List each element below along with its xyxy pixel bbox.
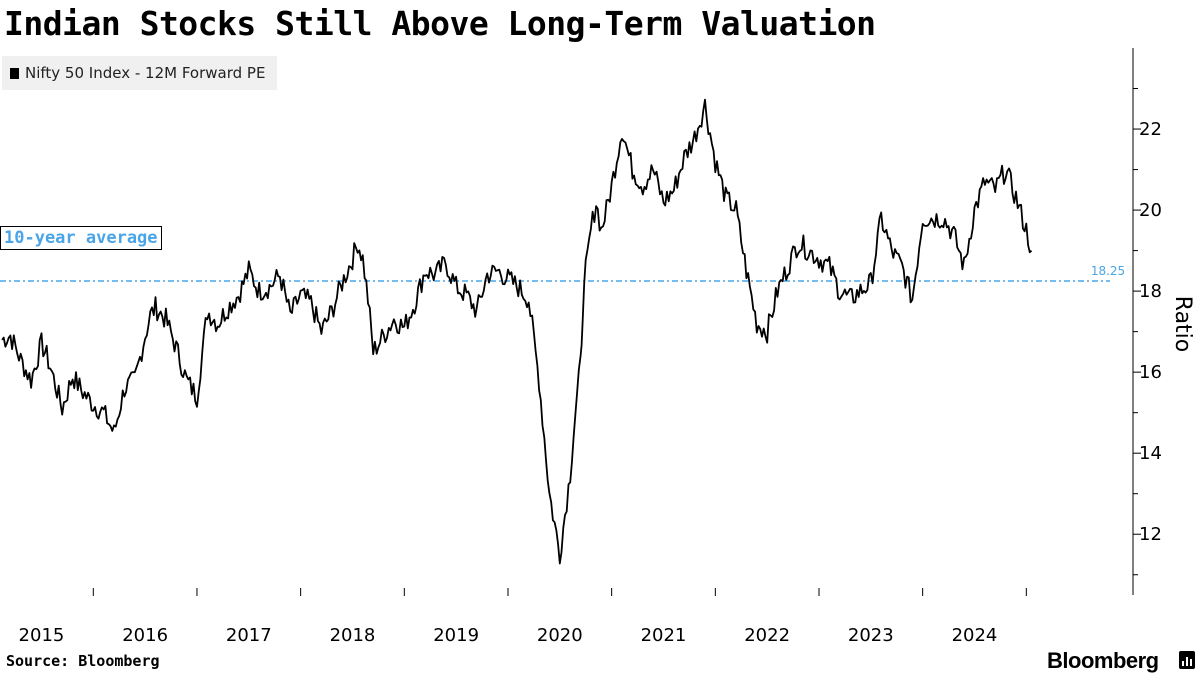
- chart-title: Indian Stocks Still Above Long-Term Valu…: [4, 4, 876, 43]
- y-tick-label: 22: [1139, 119, 1162, 140]
- x-tick-label: 2020: [537, 625, 583, 646]
- bloomberg-mark-icon: [1179, 651, 1195, 669]
- legend-swatch: [10, 67, 19, 79]
- y-tick-label: 20: [1139, 200, 1162, 221]
- x-tick-label: 2024: [952, 625, 998, 646]
- source-note: Source: Bloomberg: [6, 652, 160, 670]
- legend: Nifty 50 Index - 12M Forward PE: [2, 56, 278, 90]
- x-tick-label: 2015: [19, 625, 65, 646]
- y-axis-title: Ratio: [1170, 296, 1195, 352]
- y-tick-label: 12: [1139, 524, 1162, 545]
- x-tick-label: 2023: [848, 625, 894, 646]
- legend-label: Nifty 50 Index - 12M Forward PE: [25, 64, 266, 82]
- x-tick-label: 2021: [641, 625, 687, 646]
- y-tick-label: 14: [1139, 443, 1162, 464]
- x-tick-label: 2022: [744, 625, 790, 646]
- x-tick-label: 2018: [330, 625, 376, 646]
- x-tick-label: 2017: [226, 625, 272, 646]
- average-label: 10-year average: [0, 226, 162, 250]
- y-tick-label: 18: [1139, 281, 1162, 302]
- y-tick-label: 16: [1139, 362, 1162, 383]
- average-value-label: 18.25: [1091, 264, 1125, 278]
- bloomberg-logo: Bloomberg: [1047, 648, 1159, 673]
- x-tick-label: 2019: [433, 625, 479, 646]
- series-line: [1, 98, 1033, 565]
- x-tick-label: 2016: [122, 625, 168, 646]
